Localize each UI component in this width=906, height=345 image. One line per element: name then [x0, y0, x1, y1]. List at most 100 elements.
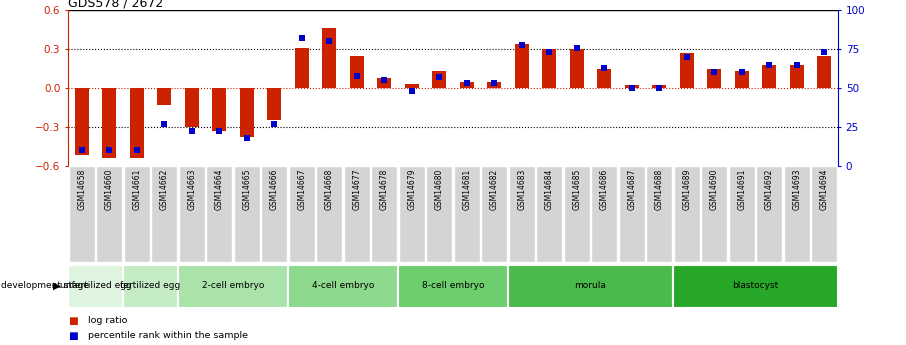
Text: fertilized egg: fertilized egg: [120, 281, 180, 290]
Bar: [784, 166, 810, 262]
Text: GSM14658: GSM14658: [77, 168, 86, 210]
Text: GSM14682: GSM14682: [490, 168, 499, 210]
Text: percentile rank within the sample: percentile rank within the sample: [88, 331, 248, 340]
Point: [735, 70, 749, 75]
Bar: [378, 78, 391, 88]
Point: [212, 129, 226, 134]
Text: GSM14690: GSM14690: [709, 168, 718, 210]
Bar: [69, 166, 95, 262]
Text: GSM14661: GSM14661: [132, 168, 141, 210]
Bar: [570, 49, 583, 88]
Text: GSM14684: GSM14684: [545, 168, 554, 210]
Bar: [185, 88, 198, 127]
Text: GSM14686: GSM14686: [600, 168, 609, 210]
Text: GSM14680: GSM14680: [435, 168, 444, 210]
Bar: [564, 166, 590, 262]
Point: [459, 80, 474, 86]
Text: ■: ■: [68, 331, 78, 341]
Bar: [763, 65, 776, 88]
Point: [157, 121, 171, 127]
Text: GSM14679: GSM14679: [407, 168, 416, 210]
Text: GSM14688: GSM14688: [655, 168, 664, 210]
Point: [377, 78, 391, 83]
Bar: [212, 88, 226, 131]
Bar: [625, 86, 639, 88]
Point: [570, 45, 584, 50]
Text: GSM14692: GSM14692: [765, 168, 774, 210]
Bar: [234, 166, 260, 262]
Point: [680, 54, 694, 60]
Point: [515, 42, 529, 47]
Bar: [454, 166, 480, 262]
Bar: [708, 69, 721, 88]
Text: GSM14677: GSM14677: [352, 168, 361, 210]
Text: GSM14665: GSM14665: [242, 168, 251, 210]
Text: ■: ■: [68, 316, 78, 326]
Bar: [178, 265, 288, 308]
Bar: [817, 56, 831, 88]
Point: [185, 129, 199, 134]
Bar: [481, 166, 507, 262]
Bar: [652, 86, 666, 88]
Text: ▶: ▶: [53, 280, 61, 290]
Bar: [261, 166, 287, 262]
Bar: [680, 53, 694, 88]
Bar: [646, 166, 672, 262]
Bar: [240, 88, 254, 137]
Text: blastocyst: blastocyst: [732, 281, 778, 290]
Text: 4-cell embryo: 4-cell embryo: [312, 281, 374, 290]
Text: GDS578 / 2672: GDS578 / 2672: [68, 0, 163, 9]
Text: GSM14681: GSM14681: [462, 168, 471, 210]
Point: [707, 70, 721, 75]
Bar: [158, 88, 171, 105]
Point: [762, 62, 776, 68]
Text: development stage: development stage: [1, 281, 89, 290]
Text: GSM14693: GSM14693: [792, 168, 801, 210]
Bar: [597, 69, 612, 88]
Point: [74, 147, 89, 153]
Text: GSM14663: GSM14663: [188, 168, 197, 210]
Bar: [460, 81, 474, 88]
Point: [350, 73, 364, 78]
Bar: [701, 166, 728, 262]
Point: [432, 75, 447, 80]
Point: [817, 50, 832, 55]
Bar: [316, 166, 342, 262]
Point: [789, 62, 804, 68]
Bar: [288, 166, 315, 262]
Text: GSM14694: GSM14694: [820, 168, 829, 210]
Bar: [543, 49, 556, 88]
Bar: [178, 166, 205, 262]
Point: [239, 135, 254, 140]
Bar: [68, 265, 122, 308]
Bar: [619, 166, 645, 262]
Point: [130, 147, 144, 153]
Bar: [487, 81, 501, 88]
Bar: [673, 265, 838, 308]
Bar: [735, 71, 748, 88]
Bar: [288, 265, 398, 308]
Text: GSM14685: GSM14685: [573, 168, 582, 210]
Bar: [536, 166, 563, 262]
Bar: [673, 166, 700, 262]
Point: [102, 147, 117, 153]
Text: 8-cell embryo: 8-cell embryo: [422, 281, 484, 290]
Bar: [123, 265, 178, 308]
Bar: [426, 166, 452, 262]
Bar: [350, 56, 363, 88]
Text: GSM14689: GSM14689: [682, 168, 691, 210]
Bar: [790, 65, 804, 88]
Text: log ratio: log ratio: [88, 316, 127, 325]
Point: [267, 121, 282, 127]
Bar: [96, 166, 122, 262]
Bar: [399, 265, 507, 308]
Text: GSM14660: GSM14660: [105, 168, 114, 210]
Text: GSM14664: GSM14664: [215, 168, 224, 210]
Point: [322, 39, 336, 44]
Bar: [405, 84, 419, 88]
Text: GSM14668: GSM14668: [324, 168, 333, 210]
Bar: [757, 166, 783, 262]
Point: [652, 85, 667, 91]
Text: GSM14678: GSM14678: [380, 168, 389, 210]
Bar: [123, 166, 149, 262]
